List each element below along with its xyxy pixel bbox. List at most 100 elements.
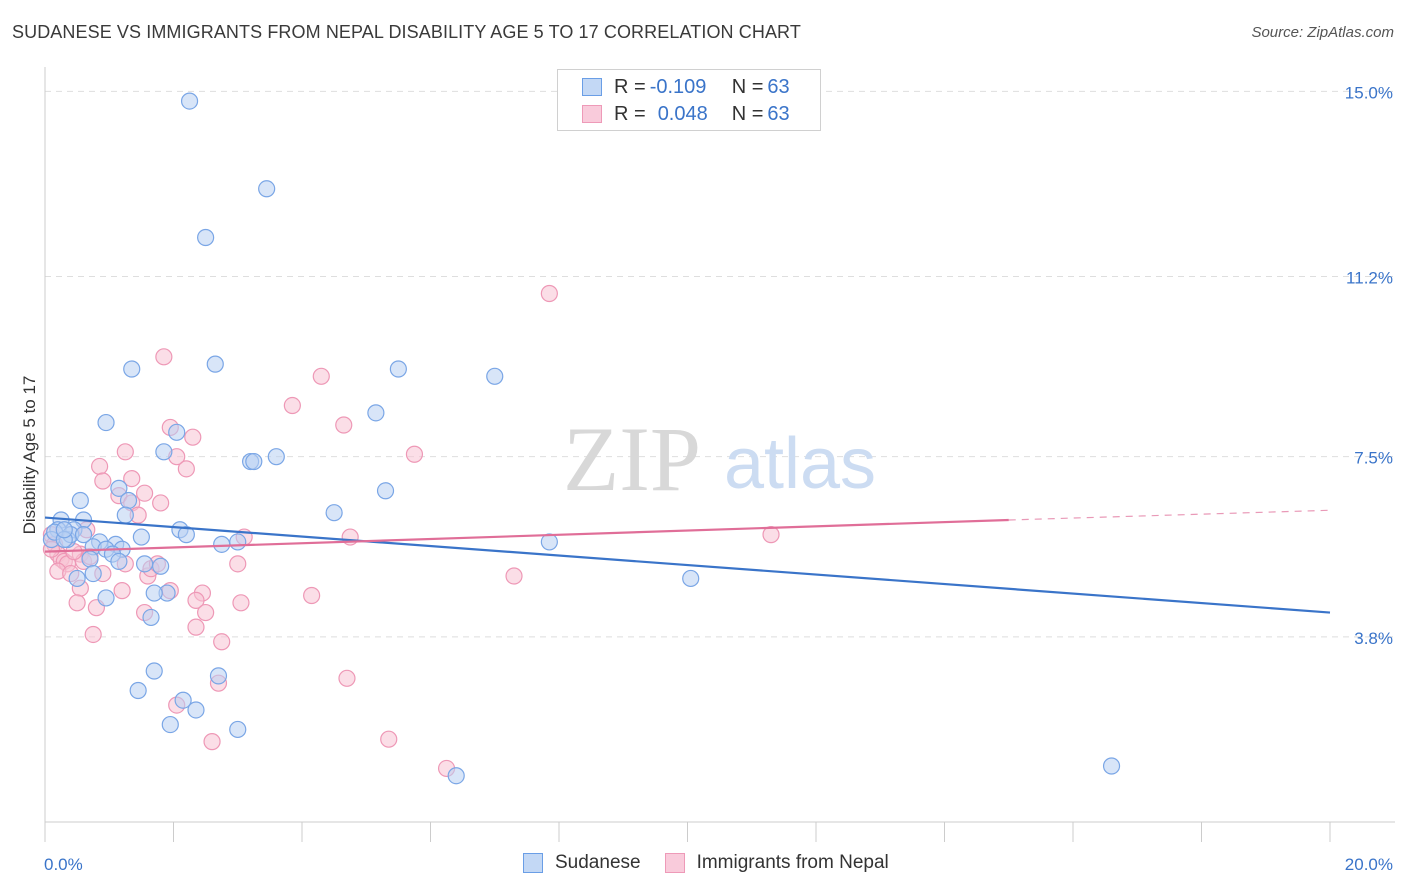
nepal-point: [116, 443, 134, 461]
nepal-point: [505, 567, 523, 585]
nepal-trend-extension: [1008, 509, 1331, 521]
y-tick-label: 15.0%: [1345, 83, 1393, 102]
source-label: Source: ZipAtlas.com: [1251, 24, 1394, 41]
legend-row-nepal: R = 0.048 N = 63: [582, 101, 790, 127]
sudanese-point: [174, 691, 192, 709]
watermark-zip: ZIP: [563, 408, 701, 510]
sudanese-point: [84, 564, 102, 583]
sudanese-point: [1102, 757, 1121, 775]
trend-lines: [44, 509, 1331, 614]
sudanese-point: [206, 355, 224, 373]
sudanese-point: [155, 443, 173, 461]
nepal-point: [380, 730, 398, 748]
nepal-point: [135, 484, 154, 502]
nepal-point: [84, 625, 102, 644]
sudanese-point: [97, 589, 115, 607]
nepal-point: [91, 457, 109, 476]
nepal-point: [405, 445, 424, 463]
nepal-point: [152, 494, 170, 512]
bottom-legend-sudanese: Sudanese: [555, 852, 641, 873]
sudanese-point: [682, 569, 700, 588]
grid-lines: [45, 90, 1395, 638]
sudanese-point: [68, 569, 86, 588]
chart-title: SUDANESE VS IMMIGRANTS FROM NEPAL DISABI…: [12, 22, 801, 42]
sudanese-point: [540, 533, 558, 551]
tick-labels: 3.8% 7.5% 11.2% 15.0% 0.0% 20.0%: [44, 83, 1393, 874]
sudanese-point: [97, 413, 115, 432]
nepal-point: [232, 594, 250, 612]
sudanese-point: [447, 767, 465, 785]
sudanese-point: [81, 550, 99, 568]
nepal-point: [303, 586, 321, 605]
sudanese-point: [258, 180, 276, 198]
legend-n-label: N =: [731, 102, 764, 125]
sudanese-point: [168, 423, 186, 441]
sudanese-point: [229, 720, 247, 739]
nepal-point: [229, 555, 247, 573]
watermark-atlas: atlas: [724, 424, 876, 504]
legend-swatch-nepal: [582, 105, 602, 123]
sudanese-point: [123, 360, 141, 378]
bottom-legend: Sudanese Immigrants from Nepal: [523, 852, 889, 874]
y-tick-label: 7.5%: [1354, 449, 1393, 468]
sudanese-point: [376, 482, 395, 500]
watermark: ZIP atlas: [563, 408, 876, 510]
nepal-point: [338, 669, 356, 687]
sudanese-trend-line: [44, 516, 1331, 614]
sudanese-point: [209, 667, 228, 685]
y-axis-label: Disability Age 5 to 17: [20, 375, 39, 535]
nepal-point: [68, 594, 86, 612]
sudanese-point: [145, 662, 163, 680]
nepal-point: [283, 396, 301, 415]
nepal-point: [187, 591, 205, 609]
nepal-point: [155, 348, 173, 366]
legend-r-value: -0.109: [649, 75, 707, 98]
sudanese-point: [325, 504, 343, 522]
sudanese-point: [110, 479, 128, 497]
nepal-point: [335, 416, 353, 434]
sudanese-point: [55, 521, 73, 539]
sudanese-point: [389, 360, 407, 378]
y-tick-label: 11.2%: [1346, 268, 1393, 287]
x-tick-label: 20.0%: [1345, 855, 1393, 874]
sudanese-point: [129, 681, 147, 700]
nepal-point: [187, 618, 205, 636]
legend-n-value: 63: [767, 102, 790, 125]
sudanese-point: [197, 228, 215, 247]
nepal-trend-line: [44, 518, 1009, 553]
sudanese-point: [486, 367, 504, 385]
axes: [44, 67, 1395, 842]
sudanese-point: [71, 491, 89, 510]
sudanese-point: [119, 491, 138, 510]
bottom-legend-swatch-sudanese: [523, 853, 543, 873]
nepal-point: [540, 284, 558, 303]
legend-r-label: R =: [614, 75, 646, 98]
sudanese-point: [145, 584, 163, 602]
sudanese-point: [74, 526, 93, 544]
sudanese-point: [245, 452, 263, 471]
sudanese-point: [142, 608, 160, 627]
bottom-legend-swatch-nepal: [664, 853, 685, 873]
x-tick-label: 0.0%: [44, 855, 83, 874]
legend-row-sudanese: R = -0.109 N = 63: [582, 74, 790, 100]
sudanese-point: [180, 92, 199, 110]
nepal-point: [312, 367, 330, 385]
nepal-point: [184, 428, 202, 446]
sudanese-point: [110, 552, 128, 571]
sudanese-point: [229, 533, 247, 551]
sudanese-point: [132, 528, 150, 546]
series-sudanese-points: [42, 92, 1121, 785]
nepal-point: [177, 460, 195, 478]
sudanese-point: [152, 557, 170, 575]
sudanese-point: [135, 555, 154, 573]
legend-r-label: R =: [614, 102, 646, 125]
nepal-point: [113, 582, 131, 600]
sudanese-point: [187, 701, 205, 719]
sudanese-point: [177, 526, 195, 544]
sudanese-point: [116, 506, 134, 524]
y-tick-label: 3.8%: [1354, 629, 1393, 648]
nepal-point: [197, 603, 215, 622]
sudanese-point: [213, 535, 231, 553]
bottom-legend-nepal: Immigrants from Nepal: [696, 852, 889, 873]
